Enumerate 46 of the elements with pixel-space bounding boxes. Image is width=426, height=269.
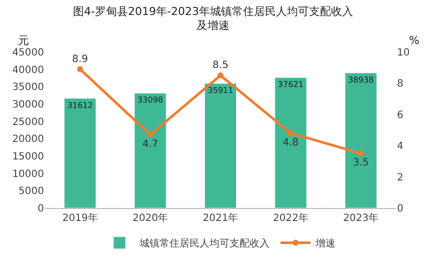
bar — [274, 77, 307, 208]
x-tick-label: 2023年 — [343, 212, 379, 224]
y2-tick-label: 4 — [397, 141, 404, 152]
chart-title: 图4-罗甸县2019年-2023年城镇常住居民人均可支配收入及增速 — [73, 4, 353, 32]
y-tick-label: 40000 — [12, 64, 44, 76]
point — [218, 72, 224, 78]
x-tick-label: 2020年 — [132, 212, 168, 224]
data-label: 38938 — [348, 75, 374, 84]
y2-tick-label: 0 — [397, 204, 404, 214]
point — [288, 130, 294, 136]
point — [147, 132, 154, 138]
y-tick-label: 30000 — [12, 100, 44, 110]
y2-tick-label: 6 — [397, 110, 404, 121]
y-tick-label: 25000 — [12, 116, 44, 128]
y2-tick-label: 8 — [397, 78, 404, 90]
data-label: 8.9 — [72, 54, 88, 65]
y-tick-label: 15000 — [12, 152, 44, 162]
bar — [134, 93, 166, 208]
point — [77, 66, 84, 72]
data-label: 3.5 — [352, 158, 369, 169]
y-axis-title: 元 — [18, 34, 29, 47]
data-label: 35911 — [208, 86, 234, 95]
data-label: 4.7 — [142, 138, 158, 150]
data-label: 4.8 — [282, 137, 299, 148]
y2-tick-label: 10 — [397, 48, 410, 58]
bar — [204, 83, 237, 208]
y-tick-label: 20000 — [12, 134, 44, 146]
x-tick-label: 2019年 — [62, 212, 98, 224]
legend-label: 增速 — [314, 238, 336, 250]
point — [358, 150, 364, 156]
y-tick-label: 10000 — [12, 168, 44, 180]
y2-axis-title: % — [409, 34, 420, 47]
y2-tick-label: 2 — [397, 172, 404, 184]
data-label: 8.5 — [212, 60, 228, 72]
data-label: 37621 — [278, 80, 304, 90]
x-tick-label: 2022年 — [272, 212, 308, 224]
bar — [344, 72, 377, 208]
y-tick-label: 35000 — [12, 82, 44, 94]
data-label: 33098 — [138, 96, 164, 105]
y-tick-label: 5000 — [18, 186, 44, 198]
data-label: 31612 — [67, 100, 93, 110]
y-tick-label: 0 — [38, 204, 44, 214]
x-tick-label: 2021年 — [202, 212, 238, 224]
y-tick-label: 45000 — [12, 48, 44, 58]
bar — [64, 98, 96, 208]
legend-label: 城镇常住居民人均可支配收入 — [138, 238, 270, 250]
